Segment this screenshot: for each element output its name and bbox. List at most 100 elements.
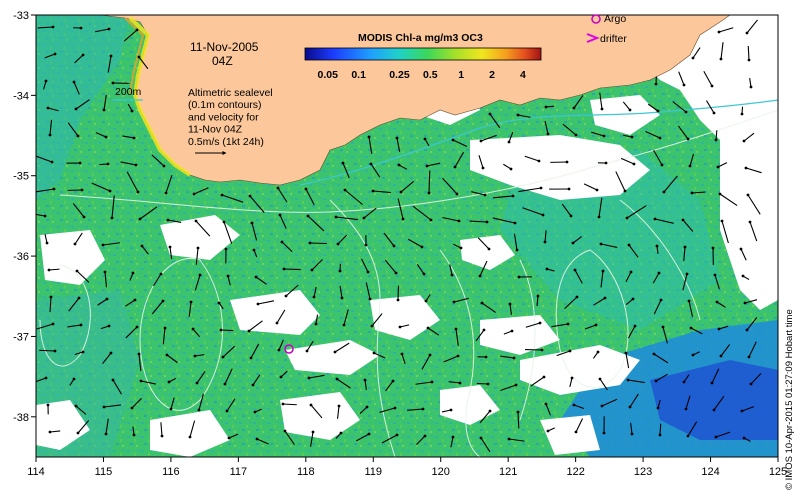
velocity-arrow-origin (487, 247, 491, 251)
velocity-arrow (379, 407, 396, 413)
velocity-arrow (401, 353, 406, 365)
velocity-arrow (407, 408, 424, 411)
velocity-arrow-origin (626, 378, 630, 382)
velocity-arrow-origin (658, 136, 662, 140)
velocity-arrow-origin (393, 406, 397, 410)
velocity-arrow (283, 268, 301, 271)
velocity-arrow-origin (45, 241, 49, 245)
velocity-arrow (125, 326, 138, 339)
velocity-arrow (475, 329, 485, 342)
velocity-arrow (356, 433, 370, 442)
velocity-arrow (479, 260, 488, 277)
velocity-arrow-origin (684, 110, 688, 114)
velocity-arrow (170, 397, 175, 410)
velocity-arrow-origin (720, 219, 724, 223)
velocity-arrow (138, 353, 142, 371)
velocity-arrow (281, 241, 293, 253)
velocity-arrow-origin (275, 321, 279, 325)
velocity-arrow-origin (742, 436, 746, 440)
velocity-arrow (381, 434, 398, 444)
velocity-arrow-origin (718, 192, 722, 196)
velocity-arrow-origin (223, 382, 227, 386)
velocity-arrow-origin (741, 274, 745, 278)
velocity-arrow (372, 190, 391, 194)
velocity-arrow-origin (81, 350, 85, 354)
velocity-arrow-origin (227, 436, 231, 440)
velocity-arrow-origin (305, 349, 309, 353)
velocity-arrow (572, 236, 583, 244)
velocity-arrow-origin (73, 242, 77, 246)
velocity-arrow (67, 122, 79, 137)
velocity-arrow-origin (602, 431, 606, 435)
velocity-arrow-origin (255, 437, 259, 441)
velocity-arrow (711, 368, 720, 384)
velocity-arrow-origin (719, 57, 723, 61)
velocity-arrow (385, 380, 394, 392)
velocity-arrow (193, 187, 209, 195)
velocity-arrow (335, 216, 359, 221)
velocity-arrow-origin (48, 430, 52, 434)
velocity-arrow-origin (365, 405, 369, 409)
y-tick-label: -36 (13, 251, 29, 263)
velocity-arrow-origin (364, 243, 368, 247)
velocity-arrow (715, 431, 731, 438)
velocity-arrow-origin (508, 302, 512, 306)
velocity-arrow (747, 194, 761, 215)
velocity-arrow-origin (311, 430, 315, 434)
velocity-arrow-origin (400, 352, 404, 356)
velocity-arrow (162, 327, 166, 345)
velocity-arrow (151, 300, 164, 315)
velocity-arrow-origin (712, 408, 716, 412)
velocity-arrow (107, 55, 112, 73)
velocity-arrow-origin (451, 138, 455, 142)
velocity-arrow-origin (339, 431, 343, 435)
velocity-arrow (126, 171, 139, 193)
velocity-arrow-origin (514, 383, 518, 387)
velocity-arrow-origin (457, 219, 461, 223)
velocity-arrow (160, 422, 163, 437)
velocity-arrow (284, 430, 295, 446)
velocity-arrow (714, 274, 720, 290)
annotation-line: 0.5m/s (1kt 24h) (188, 136, 264, 148)
velocity-arrow-origin (541, 213, 545, 217)
velocity-arrow-origin (166, 218, 170, 222)
velocity-arrow (95, 132, 107, 138)
velocity-arrow (257, 300, 275, 305)
velocity-arrow (227, 275, 231, 286)
velocity-arrow (573, 95, 584, 109)
velocity-arrow-origin (459, 246, 463, 250)
velocity-arrow (398, 164, 408, 170)
velocity-arrow (336, 378, 351, 389)
velocity-arrow (167, 219, 182, 224)
velocity-arrow (280, 370, 288, 378)
velocity-arrow (492, 217, 516, 224)
velocity-arrow (630, 422, 633, 435)
velocity-arrow (653, 149, 663, 166)
velocity-arrow (718, 27, 734, 33)
velocity-arrow-origin (630, 432, 634, 436)
velocity-arrow (741, 406, 755, 412)
velocity-arrow-origin (362, 216, 366, 220)
velocity-arrow (653, 353, 669, 364)
velocity-arrow-origin (138, 217, 142, 221)
velocity-arrow-origin (544, 402, 548, 406)
velocity-arrow-origin (130, 406, 134, 410)
velocity-arrow-origin (749, 85, 753, 89)
colorbar-tick-label: 0.5 (423, 69, 438, 81)
velocity-arrow (76, 270, 90, 283)
velocity-arrow-origin (109, 351, 113, 355)
velocity-arrow (564, 296, 578, 310)
velocity-arrow-origin (72, 377, 76, 381)
velocity-arrow-origin (516, 113, 520, 117)
velocity-arrow-origin (512, 356, 516, 360)
velocity-arrow-origin (574, 133, 578, 137)
velocity-arrow (719, 193, 738, 206)
annotation-line: and velocity for (188, 111, 259, 123)
velocity-arrow (102, 352, 112, 365)
velocity-arrow (601, 398, 618, 407)
velocity-arrow-origin (337, 404, 341, 408)
velocity-arrow (683, 374, 690, 383)
velocity-arrow-origin (75, 269, 79, 273)
velocity-arrow-origin (308, 241, 312, 245)
